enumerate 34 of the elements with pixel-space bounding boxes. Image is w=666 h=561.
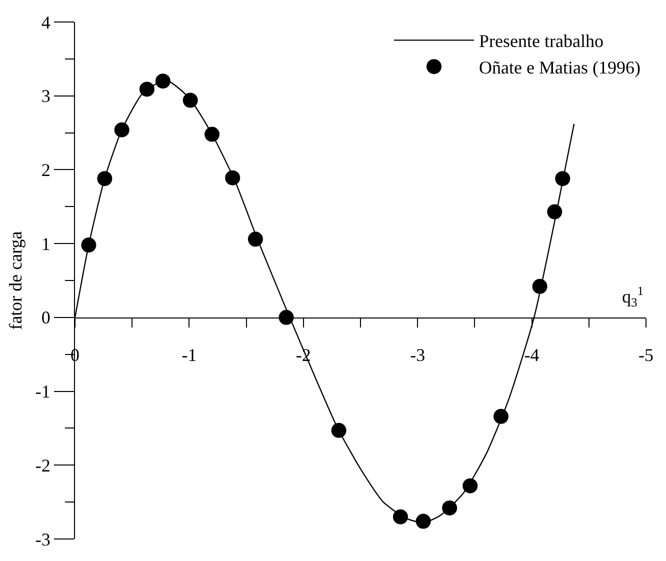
point — [139, 82, 154, 97]
point — [532, 278, 548, 294]
y-tick-label: -3 — [35, 529, 50, 550]
point — [81, 238, 96, 253]
point — [204, 126, 220, 142]
point — [278, 310, 294, 325]
y-axis-title: fator de carga — [6, 231, 26, 330]
point — [155, 74, 170, 89]
y-tick-label: 2 — [41, 160, 50, 180]
point — [97, 171, 112, 186]
point — [462, 478, 478, 494]
x-tick-label: -1 — [182, 345, 197, 366]
x-tick-label: -5 — [638, 345, 654, 366]
point — [225, 170, 240, 186]
x-tick-label: -3 — [410, 345, 426, 366]
y-tick-label: -2 — [35, 455, 50, 476]
y-tick-label: -1 — [35, 382, 50, 402]
y-tick-label: 4 — [41, 12, 50, 32]
point — [331, 422, 346, 438]
y-tick-label: 0 — [41, 308, 50, 328]
point — [416, 514, 431, 529]
y-tick-label: 1 — [41, 234, 50, 254]
point — [555, 171, 570, 186]
legend-label: Oñate e Matias (1996) — [479, 58, 640, 78]
point — [392, 509, 408, 524]
y-tick-label: 3 — [41, 86, 50, 106]
legend-label: Presente trabalho — [479, 31, 604, 52]
point — [182, 92, 198, 108]
x-tick-label: -4 — [524, 345, 540, 366]
point — [114, 122, 130, 138]
point — [248, 232, 263, 247]
point — [547, 204, 562, 220]
point — [442, 500, 458, 516]
point — [493, 408, 508, 424]
